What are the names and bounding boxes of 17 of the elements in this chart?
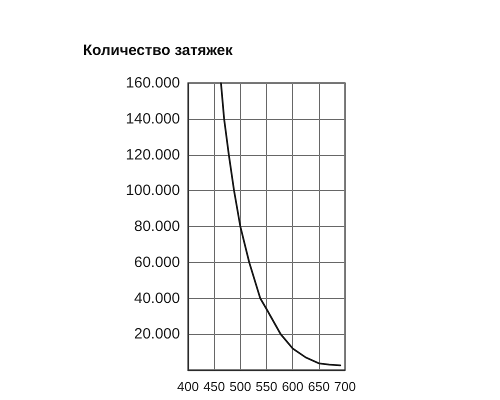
x-tick-label: 400 <box>177 379 199 394</box>
y-tick-label: 160.000 <box>126 74 180 92</box>
line-series <box>220 82 342 366</box>
y-tick-label: 100.000 <box>126 182 180 200</box>
y-tick-label: 120.000 <box>126 146 180 164</box>
x-tick-label: 550 <box>256 379 278 394</box>
x-tick-label: 650 <box>308 379 330 394</box>
x-tick-label: 700 <box>334 379 356 394</box>
y-tick-label: 140.000 <box>126 110 180 128</box>
y-tick-label: 20.000 <box>134 326 180 343</box>
x-tick-label: 500 <box>229 379 252 394</box>
y-tick-label: 80.000 <box>134 218 180 235</box>
x-tick-label: 600 <box>282 379 304 394</box>
x-tick-label: 450 <box>203 379 226 394</box>
y-tick-label: 40.000 <box>134 290 180 307</box>
y-tick-label: 60.000 <box>134 254 180 271</box>
chart-title: Количество затяжек <box>83 42 234 59</box>
